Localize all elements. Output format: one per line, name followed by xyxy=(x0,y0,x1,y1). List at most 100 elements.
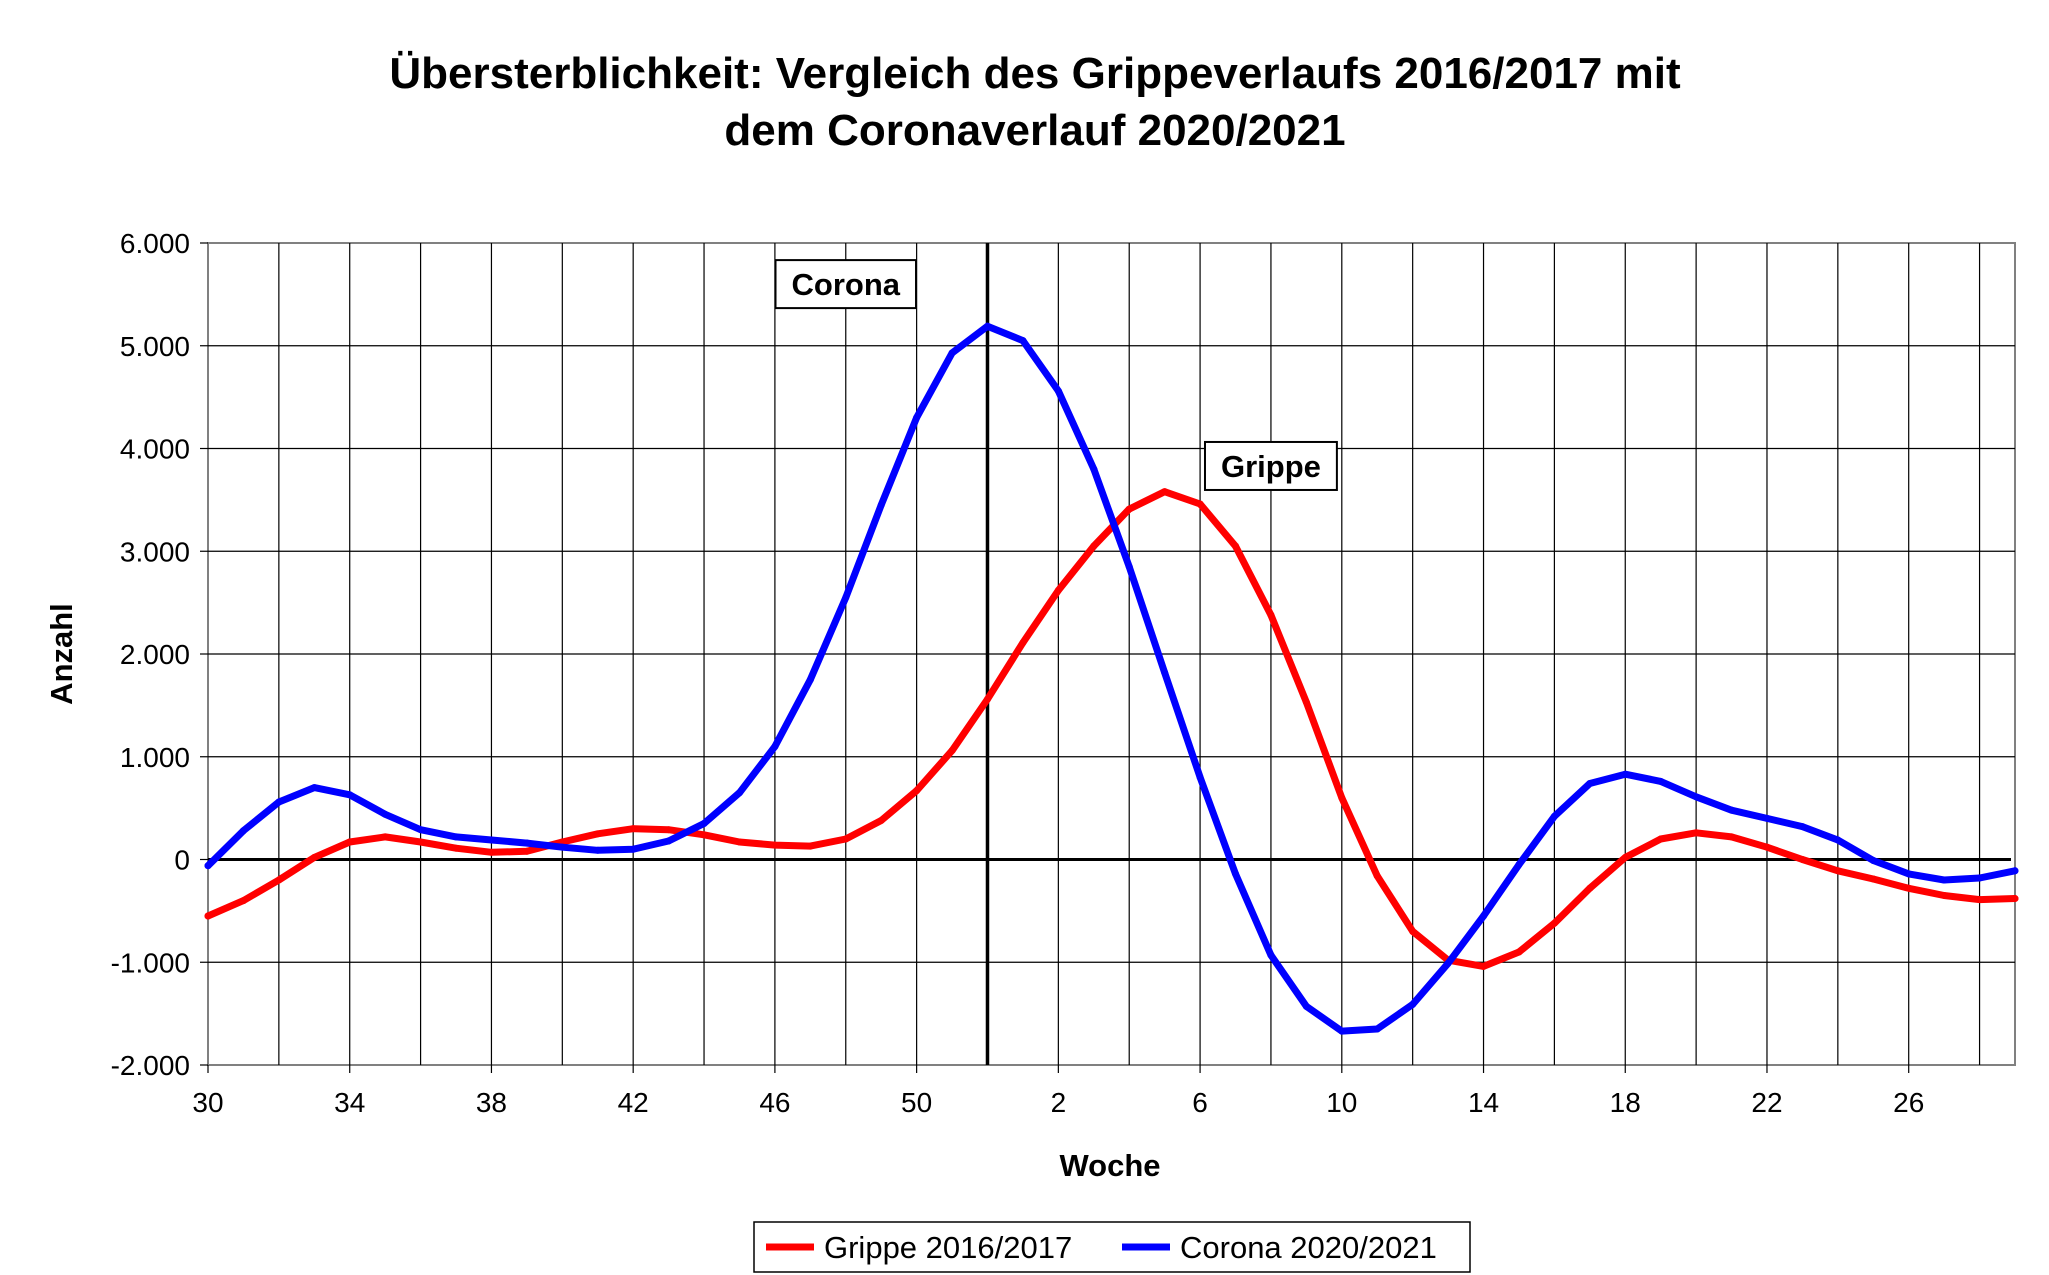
horizontal-gridlines xyxy=(200,242,2015,1066)
y-tick-label: -2.000 xyxy=(111,1050,190,1081)
data-point xyxy=(1515,948,1523,956)
legend-box xyxy=(753,1221,1471,1273)
data-point xyxy=(948,747,956,755)
data-point xyxy=(735,789,743,797)
data-point xyxy=(1125,505,1133,513)
legend-label-grippe: Grippe 2016/2017 xyxy=(824,1230,1072,1265)
data-point xyxy=(1302,698,1310,706)
data-point xyxy=(1125,563,1133,571)
data-point xyxy=(771,742,779,750)
data-point xyxy=(1692,793,1700,801)
data-point xyxy=(1409,927,1417,935)
annotation-box xyxy=(1203,440,1338,491)
data-point xyxy=(983,695,991,703)
data-point xyxy=(1869,857,1877,865)
annotation-box xyxy=(774,259,918,310)
series-lines xyxy=(204,322,2019,1035)
data-point xyxy=(239,897,247,905)
annotation-label: Grippe xyxy=(1221,449,1321,484)
data-point xyxy=(1302,1002,1310,1010)
data-point xyxy=(735,838,743,846)
data-point xyxy=(806,842,814,850)
y-tick-label: 0 xyxy=(174,845,190,876)
data-point xyxy=(594,846,602,854)
data-point xyxy=(1621,853,1629,861)
data-point xyxy=(1763,843,1771,851)
data-point xyxy=(381,810,389,818)
data-point xyxy=(381,833,389,841)
data-point xyxy=(1480,912,1488,920)
x-tick-label: 10 xyxy=(1326,1087,1357,1118)
x-tick-label: 38 xyxy=(476,1087,507,1118)
data-point xyxy=(1232,542,1240,550)
data-point xyxy=(417,838,425,846)
data-point xyxy=(417,826,425,834)
y-tick-label: 2.000 xyxy=(120,639,190,670)
data-point xyxy=(629,825,637,833)
data-point xyxy=(1905,884,1913,892)
data-point xyxy=(452,833,460,841)
data-point xyxy=(310,853,318,861)
data-point xyxy=(1338,794,1346,802)
data-point xyxy=(523,847,531,855)
x-tick-label: 6 xyxy=(1192,1087,1208,1118)
data-point xyxy=(1940,891,1948,899)
legend: Grippe 2016/2017 Corona 2020/2021 xyxy=(753,1221,1471,1273)
data-point xyxy=(629,845,637,853)
x-tick-label: 42 xyxy=(618,1087,649,1118)
data-point xyxy=(1232,870,1240,878)
data-point xyxy=(1267,611,1275,619)
x-tick-label: 34 xyxy=(334,1087,365,1118)
data-point xyxy=(1161,668,1169,676)
data-point xyxy=(1976,896,1984,904)
data-point xyxy=(346,791,354,799)
data-point xyxy=(1692,829,1700,837)
data-point xyxy=(1586,779,1594,787)
data-point xyxy=(1550,812,1558,820)
chart-title-line-2: dem Coronaverlauf 2020/2021 xyxy=(724,106,1345,155)
data-point xyxy=(771,841,779,849)
data-point xyxy=(346,838,354,846)
series-line-corona xyxy=(204,322,2019,1035)
data-point xyxy=(1019,639,1027,647)
data-point xyxy=(1798,856,1806,863)
data-point xyxy=(1763,814,1771,822)
annotation-label: Corona xyxy=(792,267,901,302)
data-point xyxy=(1550,919,1558,927)
data-point xyxy=(1409,1000,1417,1008)
data-point xyxy=(1054,586,1062,594)
chart-title-line-1: Übersterblichkeit: Vergleich des Grippev… xyxy=(389,49,1681,98)
data-point xyxy=(1940,876,1948,884)
data-point xyxy=(1834,867,1842,875)
data-point xyxy=(1621,770,1629,778)
x-tick-label: 2 xyxy=(1051,1087,1067,1118)
x-axis-title: Woche xyxy=(1059,1148,1160,1183)
data-point xyxy=(204,862,212,870)
data-point xyxy=(1869,875,1877,883)
data-point xyxy=(487,836,495,844)
data-point xyxy=(2011,895,2019,903)
x-tick-label: 26 xyxy=(1893,1087,1924,1118)
data-point xyxy=(204,912,212,920)
data-point xyxy=(913,414,921,422)
y-tick-label: 1.000 xyxy=(120,742,190,773)
data-point xyxy=(487,848,495,856)
data-point xyxy=(1267,951,1275,959)
data-point xyxy=(1054,387,1062,395)
annotation-grippe: Grippe xyxy=(1203,440,1338,491)
data-point xyxy=(1586,884,1594,892)
data-point xyxy=(1161,488,1169,496)
data-point xyxy=(1338,1027,1346,1035)
data-point xyxy=(1976,874,1984,882)
data-point xyxy=(1480,962,1488,970)
data-point xyxy=(842,593,850,601)
data-point xyxy=(275,876,283,884)
data-point xyxy=(1728,833,1736,841)
data-point xyxy=(806,676,814,684)
data-point xyxy=(700,831,708,839)
data-point xyxy=(700,820,708,828)
x-tick-label: 14 xyxy=(1468,1087,1499,1118)
y-tick-label: 4.000 xyxy=(120,434,190,465)
data-point xyxy=(1090,542,1098,550)
